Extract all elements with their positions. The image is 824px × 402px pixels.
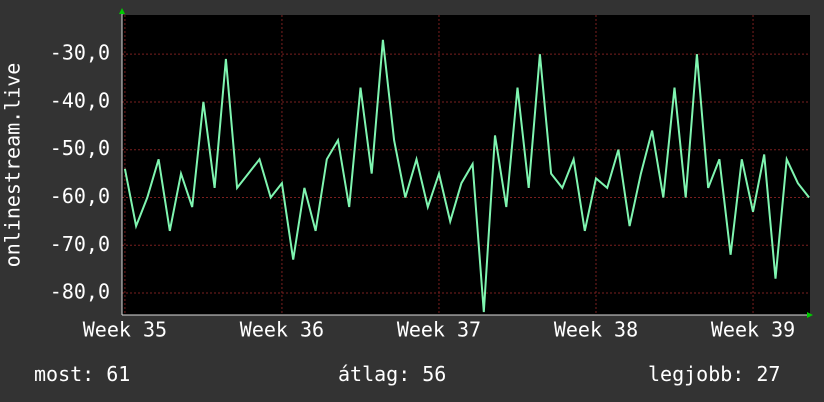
stat: most: 61 bbox=[34, 362, 130, 386]
x-tick-label: Week 35 bbox=[83, 318, 167, 342]
data-line bbox=[123, 39, 810, 313]
stat: átlag: 56 bbox=[338, 362, 446, 386]
y-tick-label: -70,0 bbox=[50, 232, 110, 256]
stat-value: 56 bbox=[422, 362, 446, 386]
y-tick-label: -80,0 bbox=[50, 280, 110, 304]
y-tick-label: -40,0 bbox=[50, 88, 110, 112]
stat-value: 61 bbox=[106, 362, 130, 386]
y-axis-label: onlinestream.live bbox=[1, 63, 25, 268]
stat-label: most: bbox=[34, 362, 94, 386]
x-tick-label: Week 38 bbox=[554, 318, 638, 342]
y-arrow bbox=[119, 8, 125, 14]
x-tick-label: Week 36 bbox=[240, 318, 324, 342]
stat: legjobb: 27 bbox=[648, 362, 780, 386]
y-tick-label: -50,0 bbox=[50, 136, 110, 160]
stat-label: legjobb: bbox=[648, 362, 744, 386]
x-arrow bbox=[807, 312, 813, 318]
y-tick-label: -30,0 bbox=[50, 41, 110, 65]
x-tick-label: Week 39 bbox=[711, 318, 795, 342]
stat-label: átlag: bbox=[338, 362, 410, 386]
x-tick-label: Week 37 bbox=[397, 318, 481, 342]
stat-value: 27 bbox=[756, 362, 780, 386]
y-tick-label: -60,0 bbox=[50, 184, 110, 208]
